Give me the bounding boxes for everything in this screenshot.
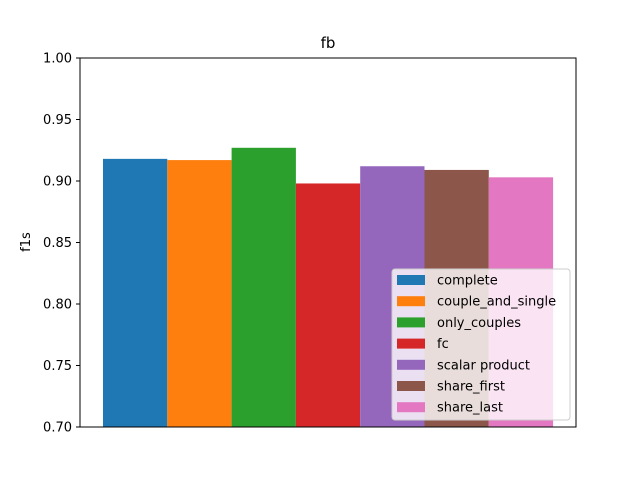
y-axis-label: f1s [19, 232, 34, 252]
y-tick-label: 0.75 [43, 359, 72, 374]
legend-swatch [397, 338, 425, 349]
legend-label: only_couples [437, 316, 521, 331]
legend-label: fc [437, 337, 449, 352]
legend-swatch [397, 275, 425, 285]
y-axis: 0.70 0.75 0.80 0.85 0.90 0.95 1.00 [43, 52, 80, 436]
legend-label: complete [437, 274, 498, 289]
legend-box [391, 268, 571, 421]
y-tick-label: 1.00 [43, 52, 72, 67]
bar-complete [103, 158, 168, 428]
bar-fc [295, 183, 361, 427]
legend-label: share_first [437, 380, 505, 395]
y-tick-label: 0.90 [43, 175, 72, 190]
legend-swatch [397, 359, 425, 370]
bar-couple-and-single [167, 160, 232, 427]
y-tick-label: 0.70 [43, 421, 72, 436]
legend-label: couple_and_single [437, 295, 556, 310]
legend-swatch [397, 381, 425, 391]
y-tick-label: 0.95 [43, 113, 72, 128]
y-tick-label: 0.85 [43, 236, 72, 251]
legend-label: share_last [437, 401, 503, 416]
bar-only-couples [231, 147, 296, 428]
legend-swatch [397, 296, 425, 307]
legend-label: scalar product [437, 358, 530, 373]
chart-title: fb [321, 34, 336, 52]
legend-swatch [397, 317, 425, 328]
legend-swatch [397, 402, 425, 413]
y-tick-label: 0.80 [43, 298, 72, 313]
